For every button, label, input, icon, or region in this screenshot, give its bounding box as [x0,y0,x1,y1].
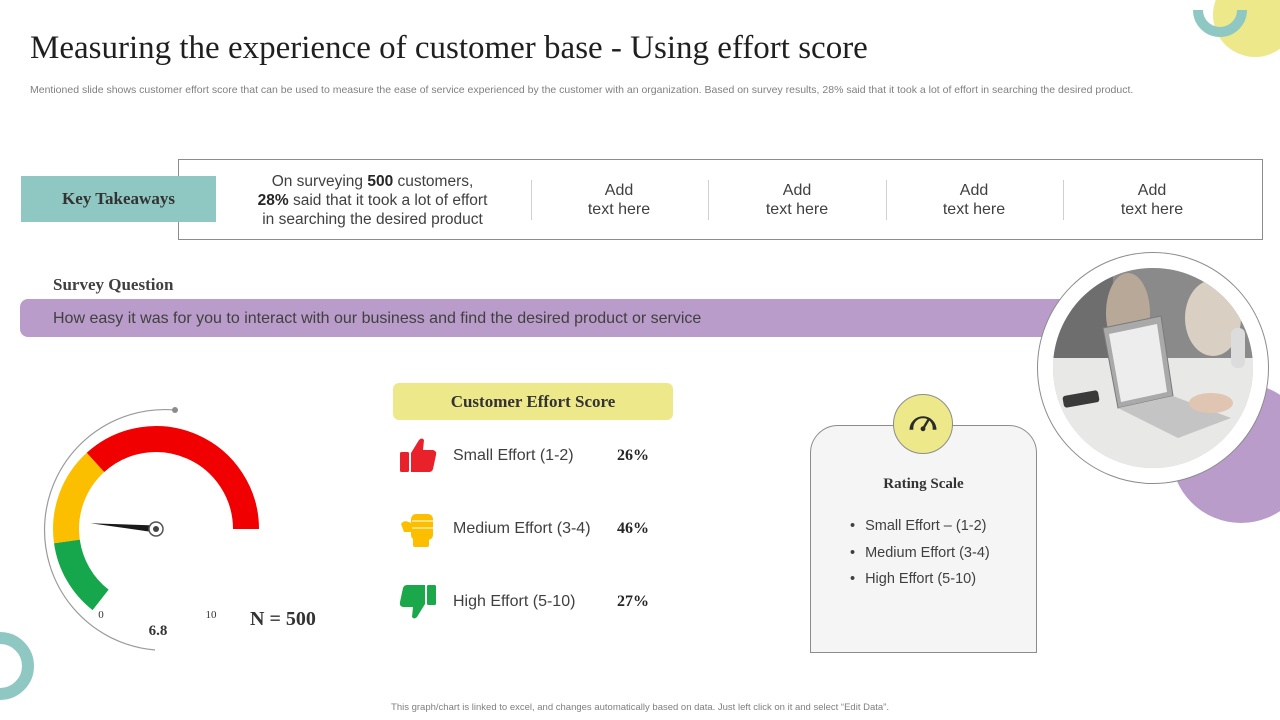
ces-row-value: 26% [617,447,649,464]
takeaway-count: 500 [367,173,394,190]
ces-row-value: 27% [617,593,649,610]
ces-row-label: High Effort (5-10) [453,593,576,610]
takeaway-percent: 28% [257,192,289,209]
placeholder-line-1: Add [959,182,989,199]
top-right-decoration [1193,0,1280,57]
divider [708,180,709,220]
gauge-ring-dot [172,407,178,413]
survey-question-label: Survey Question [53,275,174,294]
ces-row-label: Small Effort (1-2) [453,447,574,464]
page-title: Measuring the experience of customer bas… [30,30,868,66]
footer-note: This graph/chart is linked to excel, and… [391,702,889,713]
placeholder-line-2: text here [765,201,829,218]
takeaway-suffix: customers, [393,173,474,190]
takeaway-placeholder-3[interactable]: Add text here [894,181,1054,219]
ces-row-label: Medium Effort (3-4) [453,520,591,537]
divider [1063,180,1064,220]
rating-scale-list: Small Effort – (1-2) Medium Effort (3-4)… [850,518,990,598]
bottom-left-decoration [0,632,34,700]
rating-scale-item: High Effort (5-10) [850,571,990,598]
sample-size-label: N = 500 [250,608,316,630]
gauge-outer-ring [43,408,176,651]
gauge-min-label: 0 [98,609,104,621]
divider [886,180,887,220]
effort-gauge: 0 10 6.8 [43,407,259,651]
gauge-value-label: 6.8 [149,623,168,639]
placeholder-line-2: text here [942,201,1006,218]
ces-row-value: 46% [617,520,649,537]
takeaway-line-3: in searching the desired product [262,211,483,228]
takeaways-box [178,159,1263,240]
office-laptop-photo [1053,268,1253,468]
fist-icon [401,514,433,547]
ces-title: Customer Effort Score [393,383,673,420]
gauge-segment-yellow [53,452,105,544]
placeholder-line-2: text here [587,201,651,218]
gauge-max-label: 10 [206,609,218,621]
page-subtitle: Mentioned slide shows customer effort sc… [30,84,1134,96]
takeaway-placeholder-2[interactable]: Add text here [717,181,877,219]
rating-scale-item: Medium Effort (3-4) [850,545,990,572]
rating-scale-item: Small Effort – (1-2) [850,518,990,545]
placeholder-line-1: Add [782,182,812,199]
speedometer-icon [893,394,953,454]
key-takeaways-label: Key Takeaways [21,176,216,222]
gauge-hub-center [153,526,159,532]
gauge-segment-green [54,539,109,611]
placeholder-line-1: Add [604,182,634,199]
takeaway-suffix-2: said that it took a lot of effort [288,192,488,209]
thumbs-up-icon [400,438,437,472]
takeaway-placeholder-1[interactable]: Add text here [539,181,699,219]
rating-scale-title: Rating Scale [883,476,964,492]
divider [531,180,532,220]
gauge-segment-red [86,426,259,530]
survey-question-bar [20,299,1100,337]
placeholder-line-2: text here [1120,201,1184,218]
takeaway-prefix: On surveying [271,173,368,190]
survey-question-text: How easy it was for you to interact with… [53,310,702,327]
gauge-needle [90,523,157,533]
takeaway-placeholder-4[interactable]: Add text here [1072,181,1232,219]
thumbs-down-icon [399,585,436,619]
takeaway-main-text: On surveying 500 customers, 28% said tha… [240,172,505,229]
placeholder-line-1: Add [1137,182,1167,199]
